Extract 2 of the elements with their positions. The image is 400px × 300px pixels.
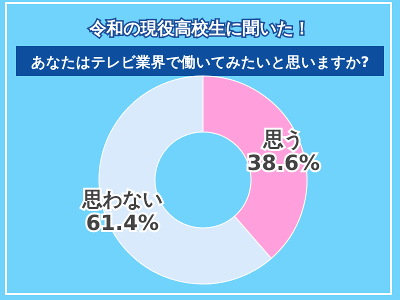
title: 令和の現役高校生に聞いた！ bbox=[90, 19, 310, 39]
subtitle: あなたはテレビ業界で働いてみたいと思いますか? bbox=[30, 55, 370, 71]
